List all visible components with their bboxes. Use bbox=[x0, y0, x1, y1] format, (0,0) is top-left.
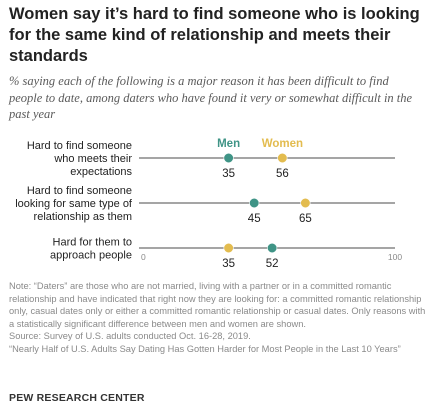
data-point-women bbox=[223, 242, 234, 254]
x-tick-label-max: 100 bbox=[388, 252, 402, 262]
category-label: relationship as them bbox=[34, 211, 132, 223]
legend-women: Women bbox=[262, 138, 303, 150]
category-label: Hard to find someone bbox=[27, 140, 132, 152]
category-label: Hard to find someone bbox=[27, 185, 132, 197]
data-label-women: 35 bbox=[222, 258, 235, 270]
category-label: expectations bbox=[70, 166, 132, 178]
category-label: who meets their bbox=[53, 153, 132, 165]
x-tick-label-min: 0 bbox=[141, 252, 146, 262]
data-point-men bbox=[249, 197, 260, 209]
category-label: approach people bbox=[50, 250, 132, 262]
data-label-men: 35 bbox=[222, 168, 235, 180]
category-label: looking for same type of bbox=[15, 198, 133, 210]
note-text: Note: “Daters” are those who are not mar… bbox=[9, 281, 426, 329]
data-point-men bbox=[267, 242, 278, 254]
report-title: “Nearly Half of U.S. Adults Say Dating H… bbox=[9, 343, 401, 354]
chart-subtitle: % saying each of the following is a majo… bbox=[9, 74, 413, 121]
data-label-men: 45 bbox=[248, 213, 261, 225]
data-label-women: 56 bbox=[276, 168, 289, 180]
chart-notes: Note: “Daters” are those who are not mar… bbox=[9, 280, 427, 356]
data-label-women: 65 bbox=[299, 213, 312, 225]
data-point-men bbox=[223, 152, 234, 164]
data-point-women bbox=[300, 197, 311, 209]
brand-logo-text: PEW RESEARCH CENTER bbox=[9, 392, 145, 404]
data-label-men: 52 bbox=[266, 258, 279, 270]
source-text: Source: Survey of U.S. adults conducted … bbox=[9, 331, 251, 342]
category-label: Hard for them to bbox=[53, 237, 132, 249]
data-point-women bbox=[277, 152, 288, 164]
legend-men: Men bbox=[217, 138, 240, 150]
chart-title: Women say it’s hard to find someone who … bbox=[9, 5, 420, 65]
